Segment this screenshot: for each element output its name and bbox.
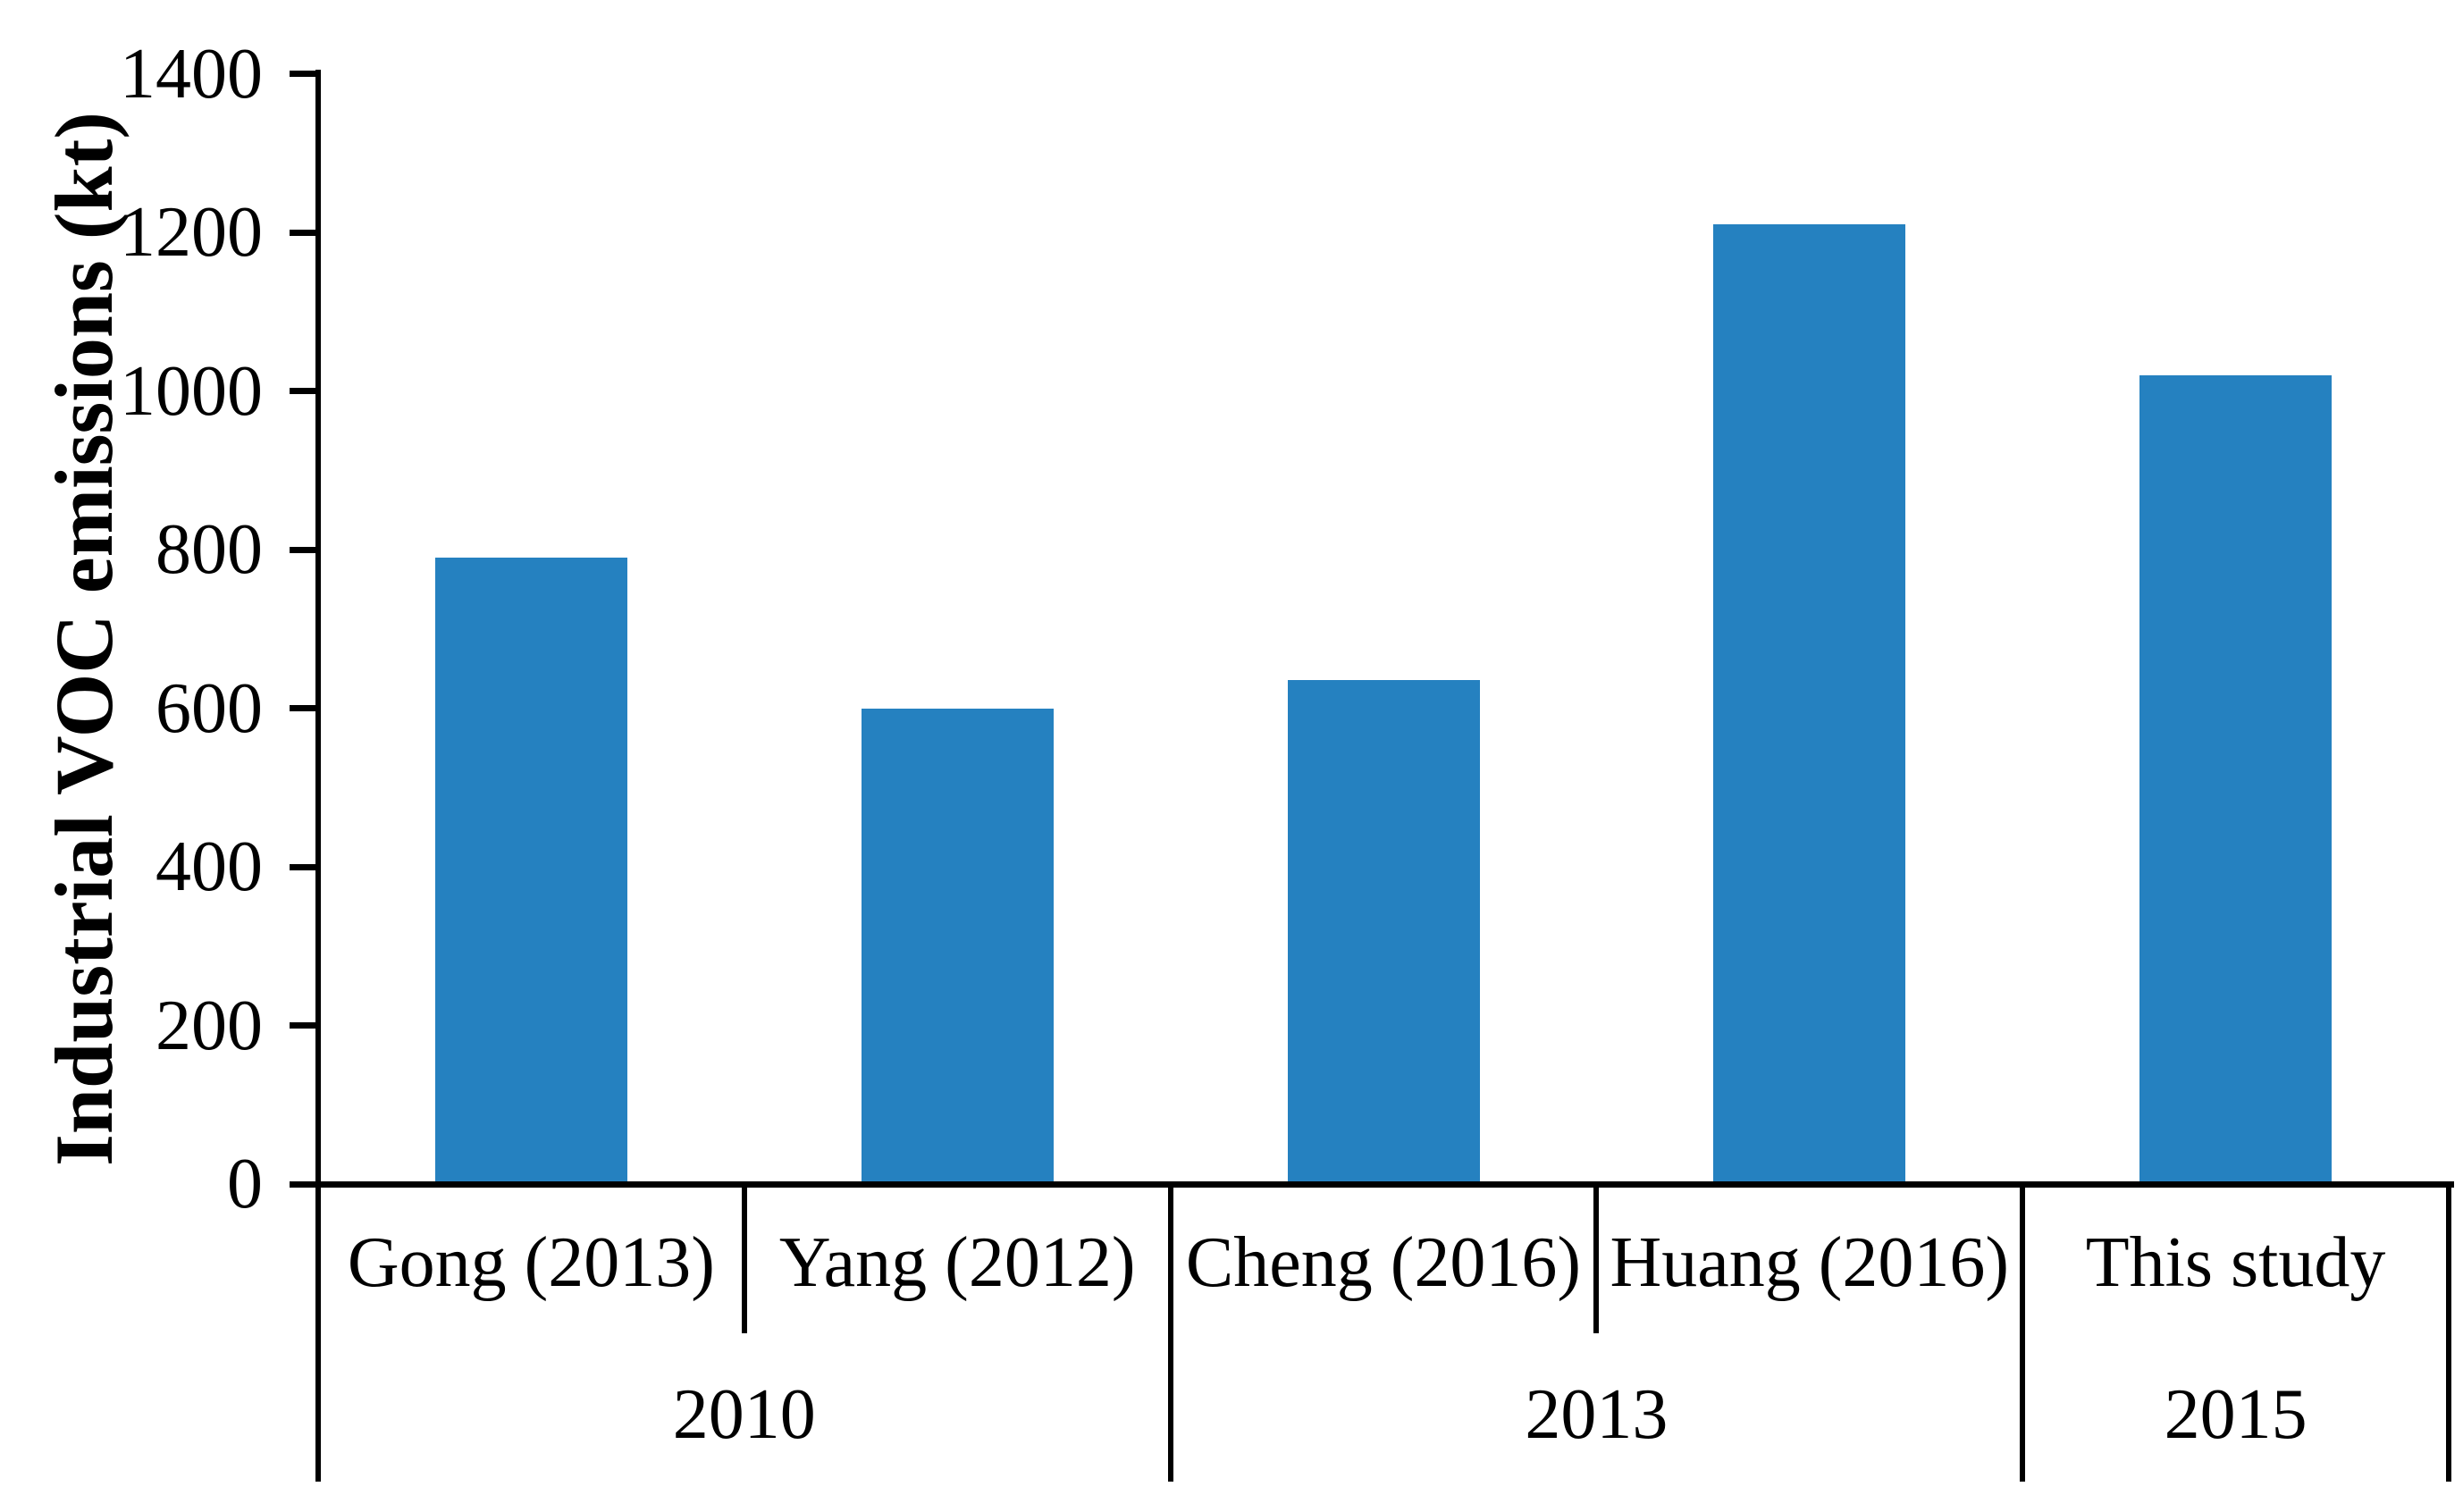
x-category-label: Huang (2016) — [1610, 1223, 2010, 1302]
y-tick-mark — [290, 71, 318, 77]
group-divider — [2020, 1184, 2026, 1482]
x-category-label: Cheng (2016) — [1185, 1223, 1582, 1302]
group-divider — [2446, 1184, 2451, 1482]
y-tick-label: 0 — [227, 1145, 263, 1223]
y-tick-label: 200 — [156, 986, 263, 1065]
y-tick-label: 400 — [156, 827, 263, 906]
bar-this-study — [2139, 374, 2333, 1184]
y-tick-mark — [290, 229, 318, 236]
column-divider — [1593, 1184, 1600, 1333]
y-tick-mark — [290, 546, 318, 553]
y-axis-line — [315, 70, 321, 1482]
y-tick-label: 1200 — [120, 193, 263, 272]
bar-gong-2013 — [434, 557, 627, 1184]
y-tick-mark — [290, 388, 318, 394]
bar-yang-2012 — [861, 708, 1054, 1184]
y-tick-label: 1400 — [120, 34, 263, 113]
column-divider — [741, 1184, 747, 1333]
y-tick-label: 800 — [156, 510, 263, 589]
x-category-label: Yang (2012) — [778, 1223, 1136, 1302]
group-divider — [1167, 1184, 1173, 1482]
x-category-label: This study — [2085, 1223, 2386, 1302]
y-tick-label: 1000 — [120, 351, 263, 431]
x-group-label: 2015 — [2164, 1375, 2307, 1454]
y-tick-mark — [290, 1022, 318, 1029]
x-group-label: 2013 — [1525, 1375, 1669, 1454]
x-axis-line — [290, 1180, 2454, 1188]
x-category-label: Gong (2013) — [347, 1223, 715, 1302]
y-tick-mark — [290, 863, 318, 870]
x-group-label: 2010 — [672, 1375, 816, 1454]
y-tick-mark — [290, 705, 318, 711]
bar-huang-2016 — [1713, 224, 1906, 1184]
bar-cheng-2016 — [1287, 680, 1480, 1184]
y-tick-label: 600 — [156, 668, 263, 748]
